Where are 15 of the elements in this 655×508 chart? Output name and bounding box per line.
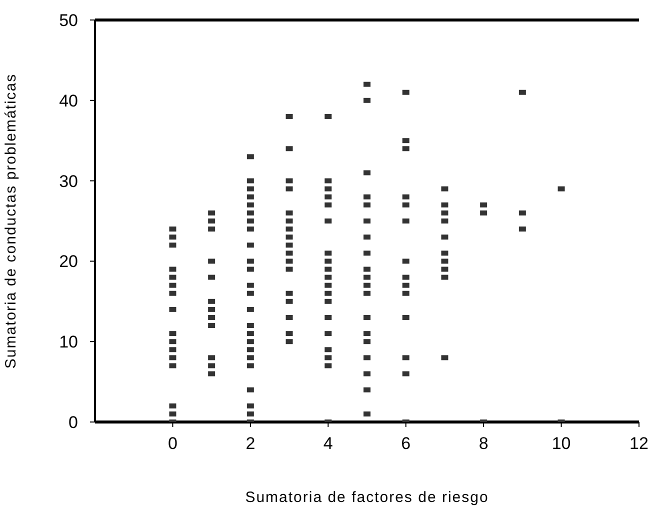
x-axis-title: Sumatoria de factores de riesgo — [245, 489, 489, 506]
y-tick-label: 0 — [68, 413, 78, 432]
y-tick-label: 10 — [59, 332, 78, 352]
y-tick-label: 20 — [59, 252, 78, 272]
x-tick-label: 4 — [323, 434, 333, 454]
y-tick-label: 40 — [59, 91, 78, 110]
x-tick-label: 6 — [401, 434, 411, 454]
x-tick-label: 0 — [168, 434, 178, 454]
y-tick-label: 30 — [59, 172, 78, 191]
y-tick-label: 50 — [59, 11, 78, 30]
y-axis-title: Sumatoria de conductas problemáticas — [2, 73, 20, 369]
x-tick-label: 10 — [552, 434, 571, 454]
x-tick-label: 12 — [630, 434, 648, 454]
x-tick-label: 8 — [478, 434, 488, 454]
x-tick-label: 2 — [246, 434, 256, 454]
